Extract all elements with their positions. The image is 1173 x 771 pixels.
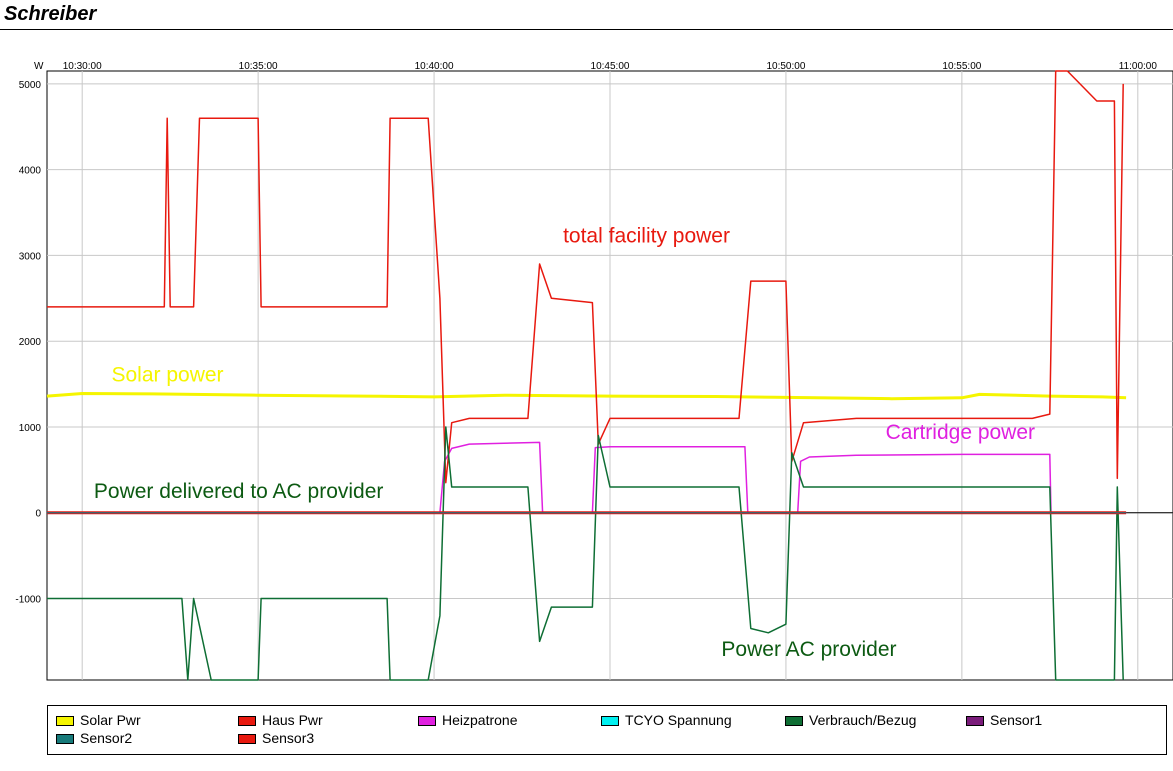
x-tick-label: 10:55:00: [942, 61, 981, 72]
legend-label: TCYO Spannung: [625, 712, 732, 728]
y-tick-label: -1000: [15, 595, 41, 606]
legend-label: Sensor1: [990, 712, 1043, 728]
series-line-solar-pwr: [46, 392, 1127, 401]
legend-label: Sensor3: [262, 730, 315, 746]
chart-annotation: Power delivered to AC provider: [94, 480, 383, 503]
y-tick-label: 1000: [19, 423, 42, 434]
x-tick-label: 10:50:00: [766, 61, 805, 72]
series-line-haus-pwr: [47, 70, 1124, 484]
legend-label: Sensor2: [80, 730, 133, 746]
legend-swatch: [56, 734, 74, 744]
legend-label: Haus Pwr: [262, 712, 323, 728]
y-tick-label: 5000: [19, 80, 42, 91]
legend-swatch: [966, 716, 984, 726]
x-tick-label: 10:40:00: [415, 61, 454, 72]
legend-swatch: [785, 716, 803, 726]
x-tick-label: 10:45:00: [591, 61, 630, 72]
annotations: total facility power Solar power Cartridge…: [94, 225, 1035, 661]
x-tick-label: 11:00:00: [1119, 61, 1158, 72]
chart-annotation: Cartridge power: [886, 421, 1035, 444]
legend-label: Heizpatrone: [442, 712, 518, 728]
tick-labels: 10:30:00 10:35:00 10:40:00 10:45:00 10:50:00…: [15, 61, 1157, 606]
y-tick-label: 4000: [19, 166, 42, 177]
y-unit-label: W: [34, 61, 44, 72]
app-title: Schreiber: [4, 3, 97, 25]
y-tick-label: 2000: [19, 337, 42, 348]
chart-annotation: Solar power: [112, 364, 224, 387]
legend-swatch: [238, 716, 256, 726]
x-tick-label: 10:30:00: [63, 61, 102, 72]
y-tick-label: 3000: [19, 251, 42, 262]
legend-label: Verbrauch/Bezug: [809, 712, 917, 728]
x-tick-label: 10:35:00: [239, 61, 278, 72]
power-chart[interactable]: 10:30:00 10:35:00 10:40:00 10:45:00 10:50:00…: [0, 0, 1173, 700]
series-group: [46, 70, 1127, 681]
title-divider: [0, 29, 1173, 30]
legend-label: Solar Pwr: [80, 712, 141, 728]
series-line-verbrauch-bezug: [47, 426, 1124, 681]
chart-grid: [46, 70, 1173, 681]
chart-annotation: Power AC provider: [721, 638, 896, 661]
legend-swatch: [601, 716, 619, 726]
y-tick-label: 0: [35, 509, 41, 520]
chart-annotation: total facility power: [563, 225, 730, 248]
legend: Solar Pwr Haus Pwr Heizpatrone TCYO Spannun…: [47, 705, 1167, 755]
legend-swatch: [238, 734, 256, 744]
legend-swatch: [418, 716, 436, 726]
legend-swatch: [56, 716, 74, 726]
series-line-heizpatrone: [47, 441, 1127, 514]
